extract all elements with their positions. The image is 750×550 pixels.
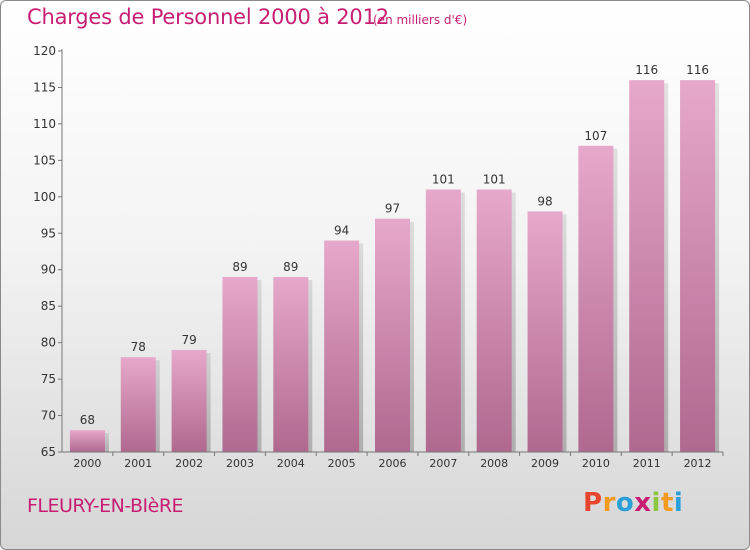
data-label: 101 bbox=[432, 173, 455, 187]
y-tick-label: 85 bbox=[41, 299, 56, 313]
x-tick-label: 2011 bbox=[633, 457, 661, 470]
chart-subtitle: (en milliers d'€) bbox=[373, 13, 468, 27]
bar-2009 bbox=[527, 211, 563, 452]
city-name: FLEURY-EN-BIèRE bbox=[27, 495, 184, 517]
bar-2003 bbox=[222, 277, 258, 452]
chart-title: Charges de Personnel 2000 à 2012 bbox=[27, 5, 389, 29]
bar-2012 bbox=[680, 80, 716, 452]
x-tick-label: 2000 bbox=[73, 457, 101, 470]
y-tick-label: 80 bbox=[41, 336, 56, 350]
x-tick-label: 2001 bbox=[124, 457, 152, 470]
bar-2010 bbox=[578, 145, 614, 453]
y-tick-label: 115 bbox=[33, 80, 56, 94]
x-tick-label: 2005 bbox=[328, 457, 356, 470]
y-tick-label: 110 bbox=[33, 117, 56, 131]
data-label: 116 bbox=[686, 63, 709, 77]
bar-2000 bbox=[69, 430, 105, 452]
bar-2002 bbox=[171, 349, 207, 452]
data-label: 101 bbox=[483, 173, 506, 187]
x-tick-label: 2003 bbox=[226, 457, 254, 470]
data-label: 94 bbox=[334, 224, 349, 238]
y-tick-label: 105 bbox=[33, 153, 56, 167]
logo-letter: t bbox=[660, 488, 674, 518]
data-label: 107 bbox=[584, 129, 607, 143]
x-tick-label: 2006 bbox=[379, 457, 407, 470]
bar-2005 bbox=[324, 240, 360, 452]
data-label: 89 bbox=[232, 260, 247, 274]
bar-2006 bbox=[375, 218, 410, 452]
bar-2007 bbox=[425, 189, 461, 452]
x-tick-label: 2002 bbox=[175, 457, 203, 470]
logo-letter: x bbox=[634, 488, 652, 518]
y-tick-label: 90 bbox=[41, 263, 56, 277]
logo-letter: i bbox=[651, 488, 661, 518]
y-tick-label: 75 bbox=[41, 372, 56, 386]
data-label: 98 bbox=[537, 194, 552, 208]
data-label: 79 bbox=[181, 333, 196, 347]
bar-2001 bbox=[120, 357, 156, 452]
data-label: 78 bbox=[131, 340, 146, 354]
y-tick-label: 65 bbox=[41, 445, 56, 459]
x-tick-label: 2008 bbox=[480, 457, 508, 470]
data-label: 68 bbox=[80, 413, 95, 427]
logo-letter: i bbox=[673, 488, 684, 518]
x-tick-label: 2004 bbox=[277, 457, 305, 470]
logo-letter: o bbox=[615, 488, 635, 518]
y-tick-label: 95 bbox=[41, 226, 56, 240]
y-tick-label: 70 bbox=[41, 409, 56, 423]
logo-letter: P bbox=[583, 488, 603, 518]
data-label: 97 bbox=[385, 202, 400, 216]
y-tick-label: 120 bbox=[33, 44, 56, 58]
bar-2008 bbox=[476, 189, 512, 452]
x-tick-label: 2010 bbox=[582, 457, 610, 470]
logo-letter: r bbox=[602, 488, 616, 518]
data-label: 116 bbox=[635, 63, 658, 77]
bar-2011 bbox=[629, 80, 665, 452]
bar-2004 bbox=[273, 277, 309, 452]
x-tick-label: 2012 bbox=[684, 457, 712, 470]
x-tick-label: 2007 bbox=[429, 457, 457, 470]
x-tick-label: 2009 bbox=[531, 457, 559, 470]
data-label: 89 bbox=[283, 260, 298, 274]
y-tick-label: 100 bbox=[33, 190, 56, 204]
proxiti-logo: Proxiti bbox=[583, 488, 683, 518]
